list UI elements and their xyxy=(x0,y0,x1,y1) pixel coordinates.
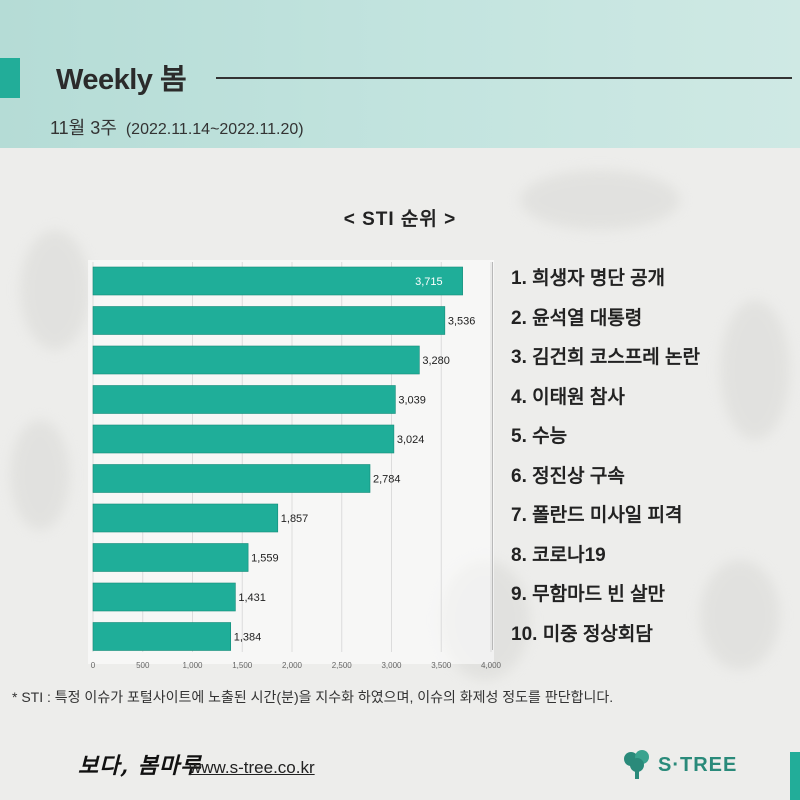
x-tick-label: 2,000 xyxy=(282,661,303,670)
bar-value-label: 3,039 xyxy=(398,395,426,407)
bar-1 xyxy=(92,266,463,296)
bar-8 xyxy=(92,543,249,572)
brand-name: S·TREE xyxy=(658,753,738,776)
bar-value-label: 1,431 xyxy=(238,592,266,604)
bar-value-label: 2,784 xyxy=(373,474,401,486)
tree-icon xyxy=(624,750,649,779)
bar-6 xyxy=(92,464,371,493)
website-link[interactable]: www.s-tree.co.kr xyxy=(189,758,315,777)
title-rule xyxy=(216,77,792,79)
ranking-item: 5. 수능 xyxy=(511,426,568,447)
x-tick-label: 4,000 xyxy=(481,661,502,670)
bar-10 xyxy=(92,622,232,651)
bar-value-label: 1,559 xyxy=(251,553,279,565)
ranking-item: 10. 미중 정상회담 xyxy=(511,623,653,645)
bar-4 xyxy=(92,385,396,414)
bar-value-label: 3,024 xyxy=(397,434,425,446)
x-tick-label: 2,500 xyxy=(332,661,353,670)
x-tick-label: 3,500 xyxy=(431,661,452,670)
header-accent-bar xyxy=(0,58,20,98)
header-band: Weekly 봄 11월 3주 (2022.11.14~2022.11.20) xyxy=(0,0,800,148)
background-blob xyxy=(720,300,790,440)
chart-heading: < STI 순위 > xyxy=(343,209,457,230)
signature-logo: 보다, 봄마루 xyxy=(78,753,202,779)
bar-5 xyxy=(92,424,395,454)
background-blob xyxy=(20,230,90,350)
x-tick-label: 3,000 xyxy=(381,661,402,670)
bar-9 xyxy=(92,582,236,612)
ranking-item: 2. 윤석열 대통령 xyxy=(511,307,643,329)
bar-value-label: 1,857 xyxy=(281,513,309,525)
bar-2 xyxy=(92,306,446,335)
week-period: (2022.11.14~2022.11.20) xyxy=(125,121,304,138)
brand-logo: S·TREE xyxy=(622,748,737,782)
background-blob xyxy=(700,560,780,670)
ranking-item: 1. 희생자 명단 공개 xyxy=(511,268,666,289)
background-blob xyxy=(520,170,680,230)
x-tick-label: 0 xyxy=(91,661,96,670)
ranking-item: 6. 정진상 구속 xyxy=(511,465,625,487)
bar-value-label: 1,384 xyxy=(234,632,262,644)
bar-7 xyxy=(92,503,279,533)
bar-value-label: 3,715 xyxy=(415,276,443,288)
background-blob xyxy=(10,420,70,530)
footnote: * STI : 특정 이슈가 포털사이트에 노출된 시간(분)을 지수화 하였으… xyxy=(12,689,614,705)
week-label: 11월 3주 xyxy=(50,118,117,138)
bar-value-label: 3,536 xyxy=(448,316,476,328)
x-tick-label: 500 xyxy=(136,661,150,670)
page-title: Weekly 봄 xyxy=(56,64,187,96)
bar-3 xyxy=(92,345,420,375)
x-tick-label: 1,500 xyxy=(232,661,253,670)
ranking-item: 9. 무함마드 빈 살만 xyxy=(511,584,666,605)
corner-accent-bar xyxy=(790,752,800,800)
ranking-item: 8. 코로나19 xyxy=(511,544,606,566)
ranking-item: 4. 이태원 참사 xyxy=(511,386,625,408)
bar-value-label: 3,280 xyxy=(422,355,450,367)
week-subtitle: 11월 3주 (2022.11.14~2022.11.20) xyxy=(50,114,304,140)
x-tick-label: 1,000 xyxy=(182,661,203,670)
ranking-list: 1. 희생자 명단 공개 2. 윤석열 대통령 3. 김건희 코스프레 논란 4… xyxy=(511,265,700,660)
ranking-item: 3. 김건희 코스프레 논란 xyxy=(511,347,701,368)
list-divider xyxy=(492,262,493,650)
ranking-item: 7. 폴란드 미사일 피격 xyxy=(511,505,683,526)
